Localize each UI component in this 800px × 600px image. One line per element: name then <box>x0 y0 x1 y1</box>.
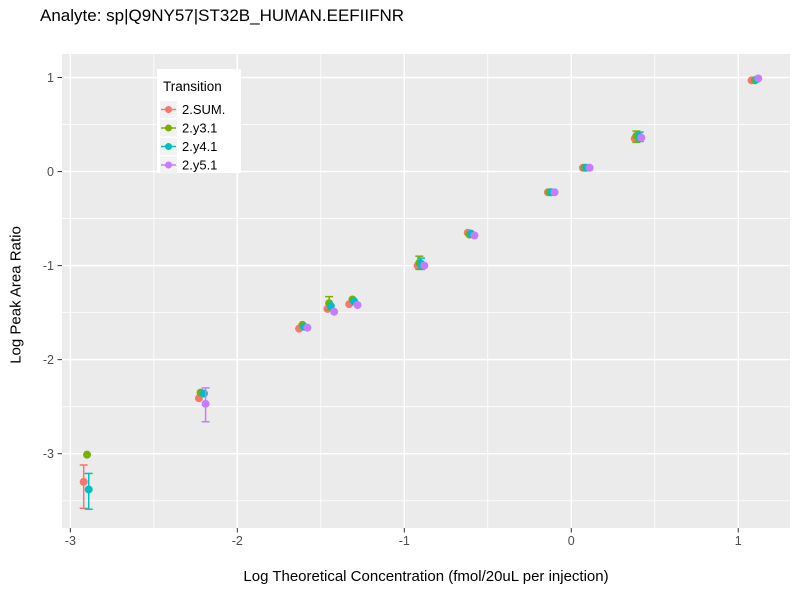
data-point <box>83 450 92 459</box>
data-point <box>330 307 339 316</box>
data-point <box>637 133 646 142</box>
x-tick-label: -3 <box>65 534 76 548</box>
x-axis-title: Log Theoretical Concentration (fmol/20uL… <box>243 568 609 585</box>
data-point <box>470 231 479 240</box>
legend-key-point <box>165 124 172 132</box>
data-point <box>79 477 88 486</box>
x-tick-label: -1 <box>399 534 410 548</box>
legend-title: Transition <box>163 79 222 94</box>
legend-key-point <box>165 161 172 169</box>
data-point <box>585 163 594 172</box>
y-axis-title: Log Peak Area Ratio <box>7 226 25 364</box>
data-point <box>353 301 362 310</box>
legend-item-label: 2.SUM. <box>182 102 225 117</box>
y-tick-label: -2 <box>43 353 54 367</box>
legend-key-point <box>165 106 172 113</box>
y-tick-label: -1 <box>43 259 54 273</box>
x-tick-label: 0 <box>568 534 575 548</box>
data-point <box>201 399 210 408</box>
data-point <box>199 389 208 398</box>
legend-item-label: 2.y5.1 <box>182 158 217 173</box>
legend-key-point <box>165 143 172 150</box>
y-tick-label: 1 <box>47 71 54 85</box>
data-point <box>754 74 763 83</box>
data-point <box>303 323 312 332</box>
y-tick-label: 0 <box>47 165 54 179</box>
data-point <box>84 485 93 494</box>
data-point <box>550 188 559 197</box>
data-point <box>420 261 429 270</box>
x-tick-label: 1 <box>735 534 742 548</box>
plot-title: Analyte: sp|Q9NY57|ST32B_HUMAN.EEFIIFNR <box>40 6 405 25</box>
y-tick-label: -3 <box>43 447 54 461</box>
x-tick-label: -2 <box>232 534 243 548</box>
legend-item-label: 2.y4.1 <box>182 139 217 154</box>
legend-item-label: 2.y3.1 <box>182 121 217 136</box>
